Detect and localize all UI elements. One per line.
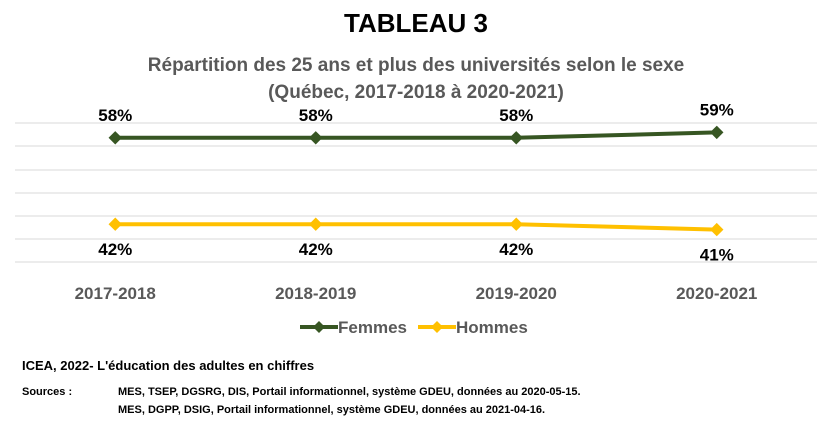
data-label-femmes-0: 58% (98, 106, 132, 125)
legend-label-femmes: Femmes (338, 318, 407, 337)
data-point-femmes-1 (309, 131, 323, 145)
data-point-femmes-3 (710, 125, 724, 140)
source-line-1: MES, TSEP, DGSRG, DIS, Portail informati… (118, 386, 581, 398)
legend-marker-femmes (313, 321, 325, 333)
data-label-hommes-1: 42% (299, 240, 333, 259)
data-point-hommes-0 (108, 217, 122, 231)
data-point-femmes-2 (509, 131, 523, 145)
x-tick-label-0: 2017-2018 (75, 284, 156, 303)
legend-marker-hommes (431, 321, 443, 333)
legend-label-hommes: Hommes (456, 318, 528, 337)
credit-text: ICEA, 2022- L'éducation des adultes en c… (22, 358, 315, 373)
x-tick-label-3: 2020-2021 (676, 284, 757, 303)
subtitle-line-2: (Québec, 2017-2018 à 2020-2021) (268, 82, 564, 103)
series-line-hommes (113, 222, 719, 232)
x-tick-label-1: 2018-2019 (275, 284, 356, 303)
sources-label: Sources : (22, 386, 73, 398)
subtitle-line-1: Répartition des 25 ans et plus des unive… (147, 55, 685, 76)
data-label-femmes-1: 58% (299, 106, 333, 125)
data-label-hommes-2: 42% (499, 240, 533, 259)
chart-subtitle: Répartition des 25 ans et plus des unive… (0, 52, 832, 106)
data-label-femmes-3: 59% (700, 100, 734, 119)
data-label-hommes-0: 42% (98, 240, 132, 259)
chart-title: TABLEAU 3 (344, 8, 488, 38)
data-label-femmes-2: 58% (499, 106, 533, 125)
data-point-femmes-0 (108, 131, 122, 145)
line-chart: 58% 58% 58% 59% 42% 42% 42% 41% 2017-2018 2018-20… (15, 100, 817, 337)
data-label-hommes-3: 41% (700, 246, 734, 265)
series-line-femmes (113, 130, 719, 140)
source-line-2: MES, DGPP, DSIG, Portail informationnel,… (118, 404, 546, 416)
data-point-hommes-3 (710, 222, 724, 237)
x-tick-label-2: 2019-2020 (476, 284, 557, 303)
data-point-hommes-1 (309, 217, 323, 231)
data-point-hommes-2 (509, 217, 523, 231)
